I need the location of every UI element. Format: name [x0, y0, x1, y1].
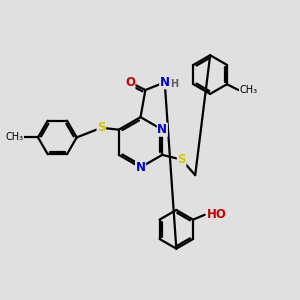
Text: CH₃: CH₃ [5, 132, 23, 142]
Text: N: N [136, 161, 146, 174]
Text: N: N [160, 76, 170, 89]
Text: CH₃: CH₃ [239, 85, 258, 95]
Text: N: N [157, 123, 167, 136]
Text: O: O [125, 76, 135, 89]
Text: H: H [170, 79, 178, 89]
Text: S: S [177, 153, 186, 166]
Text: S: S [97, 121, 106, 134]
Text: HO: HO [207, 208, 226, 221]
